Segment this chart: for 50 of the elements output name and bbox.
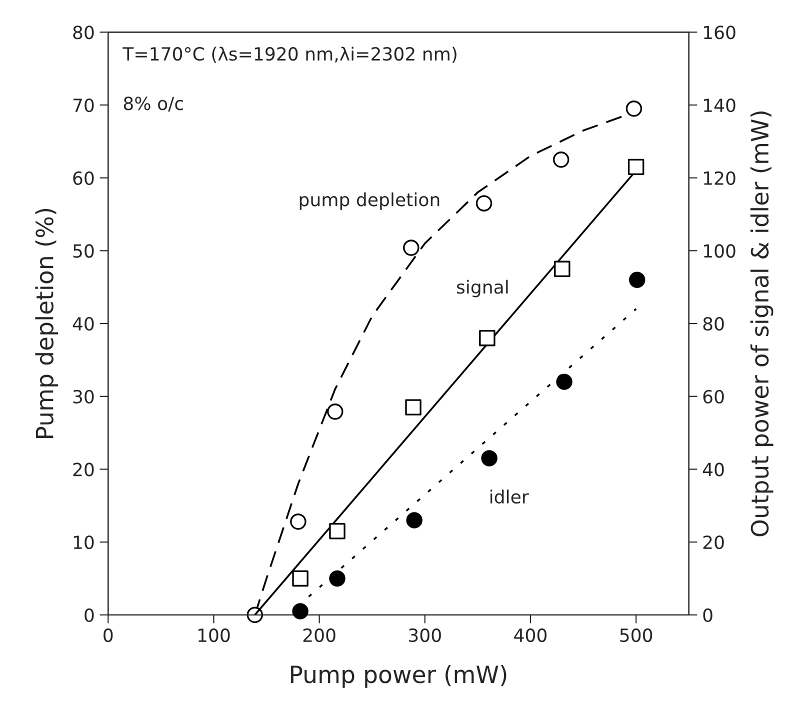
point: [556, 374, 572, 390]
y2-tick-label: 20: [703, 536, 724, 550]
annotation: 8% o/c: [124, 96, 183, 112]
point: [292, 570, 308, 587]
y-tick-label: 80: [73, 26, 94, 40]
x-axis-title: Pump power (mW): [291, 665, 506, 688]
y-tick-label: 10: [74, 536, 94, 550]
y-tick-label: 40: [72, 316, 94, 331]
y2-axis-title: Output power of signal & idler (mW): [750, 111, 774, 536]
y2-tick-label: 80: [703, 316, 724, 331]
point: [476, 195, 492, 212]
point: [329, 570, 346, 587]
point: [479, 330, 496, 346]
y-axis-title: Pump depletion (%): [35, 208, 58, 438]
y-tick-label: 0: [84, 608, 94, 622]
point: [552, 152, 570, 168]
point: [329, 523, 346, 540]
point: [626, 100, 642, 117]
x-tick-label: 400: [514, 628, 547, 642]
point: [481, 450, 498, 466]
x-tick-label: 300: [409, 628, 441, 642]
annotation: pump depletion: [300, 192, 440, 210]
y-tick-label: 70: [73, 98, 94, 112]
annotation: idler: [490, 490, 529, 504]
annotation: signal: [456, 280, 508, 298]
x-tick-label: 0: [104, 628, 113, 642]
point: [629, 272, 646, 288]
point: [290, 514, 306, 530]
y2-tick-label: 120: [704, 171, 736, 185]
x-tick-label: 100: [198, 628, 230, 642]
y2-tick-label: 100: [704, 244, 736, 258]
x-tick-label: 200: [303, 628, 336, 642]
point: [327, 404, 344, 420]
y2-tick-label: 140: [704, 98, 736, 112]
y-tick-label: 50: [73, 244, 94, 258]
y2-tick-label: 160: [704, 26, 736, 40]
annotation: T=170°C (λs=1920 nm,λi=2302 nm): [122, 46, 456, 63]
point: [406, 512, 422, 528]
y2-tick-label: 0: [703, 608, 712, 622]
y-tick-label: 30: [73, 390, 94, 404]
y2-tick-label: 60: [703, 390, 724, 404]
point: [292, 603, 308, 620]
point: [554, 260, 570, 278]
point: [405, 399, 422, 416]
y-tick-label: 60: [73, 171, 94, 185]
y-tick-label: 20: [73, 462, 94, 476]
point: [403, 240, 420, 256]
x-tick-label: 500: [620, 628, 652, 642]
y2-tick-label: 40: [702, 462, 724, 476]
point: [628, 158, 644, 176]
